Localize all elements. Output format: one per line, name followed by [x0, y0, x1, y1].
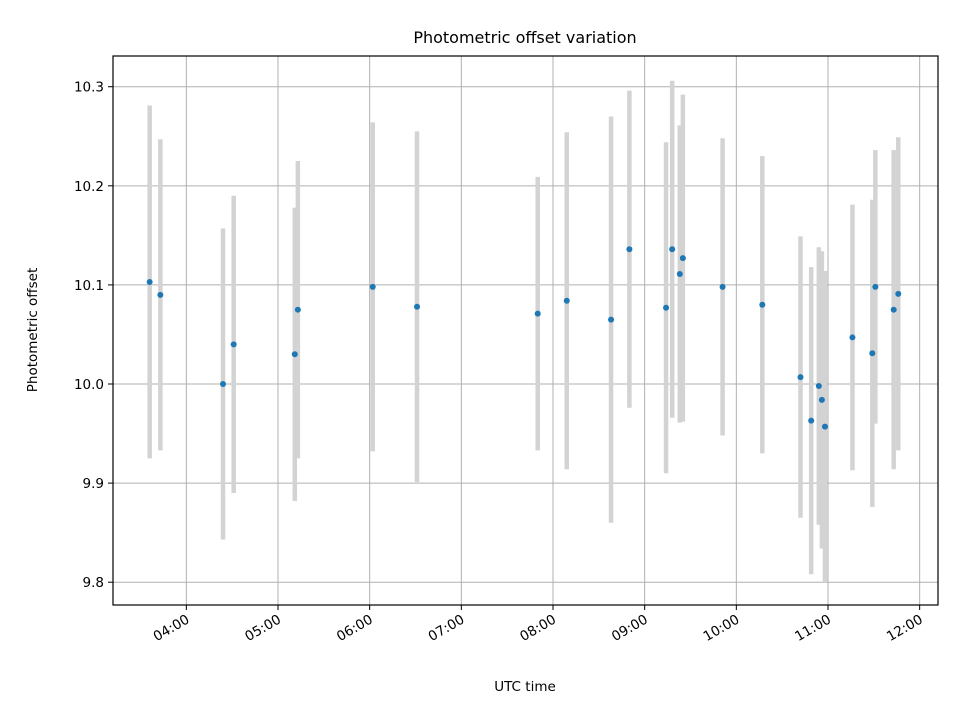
data-point	[759, 301, 766, 308]
data-point	[146, 278, 153, 285]
data-point	[663, 304, 670, 311]
data-point	[815, 382, 822, 389]
data-point	[895, 290, 902, 297]
data-point	[369, 283, 376, 290]
data-point	[872, 283, 879, 290]
data-point	[797, 374, 804, 381]
data-point	[534, 310, 541, 317]
y-tick-label: 9.8	[83, 575, 104, 591]
data-point	[679, 255, 686, 262]
data-point	[869, 350, 876, 357]
y-tick-label: 10.0	[74, 377, 104, 393]
data-point	[157, 291, 164, 298]
data-point	[821, 423, 828, 430]
data-point	[676, 271, 683, 278]
y-tick-label: 10.2	[74, 179, 104, 195]
data-point	[230, 341, 237, 348]
data-point	[563, 297, 570, 304]
data-point	[890, 306, 897, 313]
plot-frame	[112, 55, 939, 606]
data-point	[414, 303, 421, 310]
data-point	[719, 283, 726, 290]
data-point	[608, 316, 615, 323]
point-layer	[146, 246, 902, 430]
x-axis-label: UTC time	[494, 679, 556, 695]
data-point	[626, 246, 633, 253]
data-point	[294, 306, 301, 313]
chart-title: Photometric offset variation	[413, 28, 636, 47]
data-point	[220, 381, 226, 388]
data-point	[669, 246, 676, 253]
y-axis-label: Photometric offset	[25, 268, 41, 392]
data-point	[808, 417, 815, 424]
y-tick-label: 9.9	[83, 476, 104, 492]
data-point	[818, 396, 825, 403]
data-point	[291, 351, 298, 358]
data-point	[849, 334, 856, 341]
y-tick-label: 10.1	[74, 278, 104, 294]
y-tick-label: 10.3	[74, 80, 104, 96]
